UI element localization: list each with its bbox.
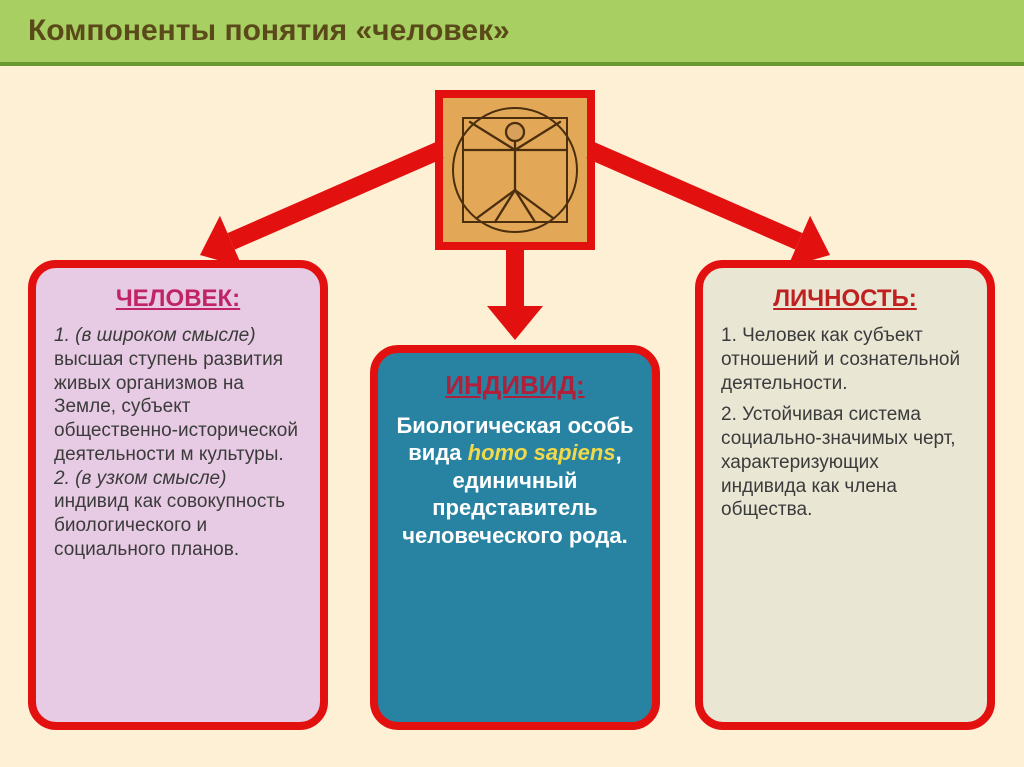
card-human-p1-label: 1. (в широком смысле)	[54, 325, 256, 346]
card-human-p2-label: 2. (в узком смысле)	[54, 468, 226, 489]
card-personality-p1: 1. Человек как субъект отношений и созна…	[721, 324, 969, 395]
card-individ-title: ИНДИВИД:	[396, 369, 634, 402]
card-personality-p2: 2. Устойчивая система социально-значимых…	[721, 403, 969, 522]
card-human-title: ЧЕЛОВЕК:	[54, 284, 302, 314]
card-personality-title: ЛИЧНОСТЬ:	[721, 284, 969, 314]
card-human-body: 1. (в широком смысле) высшая ступень раз…	[54, 324, 302, 562]
card-individ-highlight: homo sapiens	[468, 440, 616, 465]
card-human: ЧЕЛОВЕК: 1. (в широком смысле) высшая ст…	[28, 260, 328, 730]
card-human-p2-text: индивид как совокупность биологического …	[54, 491, 285, 560]
card-personality: ЛИЧНОСТЬ: 1. Человек как субъект отношен…	[695, 260, 995, 730]
card-individ: ИНДИВИД: Биологическая особь вида homo s…	[370, 345, 660, 730]
card-human-p1-text: высшая ступень развития живых организмов…	[54, 349, 298, 465]
card-individ-body: Биологическая особь вида homo sapiens, е…	[396, 412, 634, 550]
card-personality-body: 1. Человек как субъект отношений и созна…	[721, 324, 969, 522]
